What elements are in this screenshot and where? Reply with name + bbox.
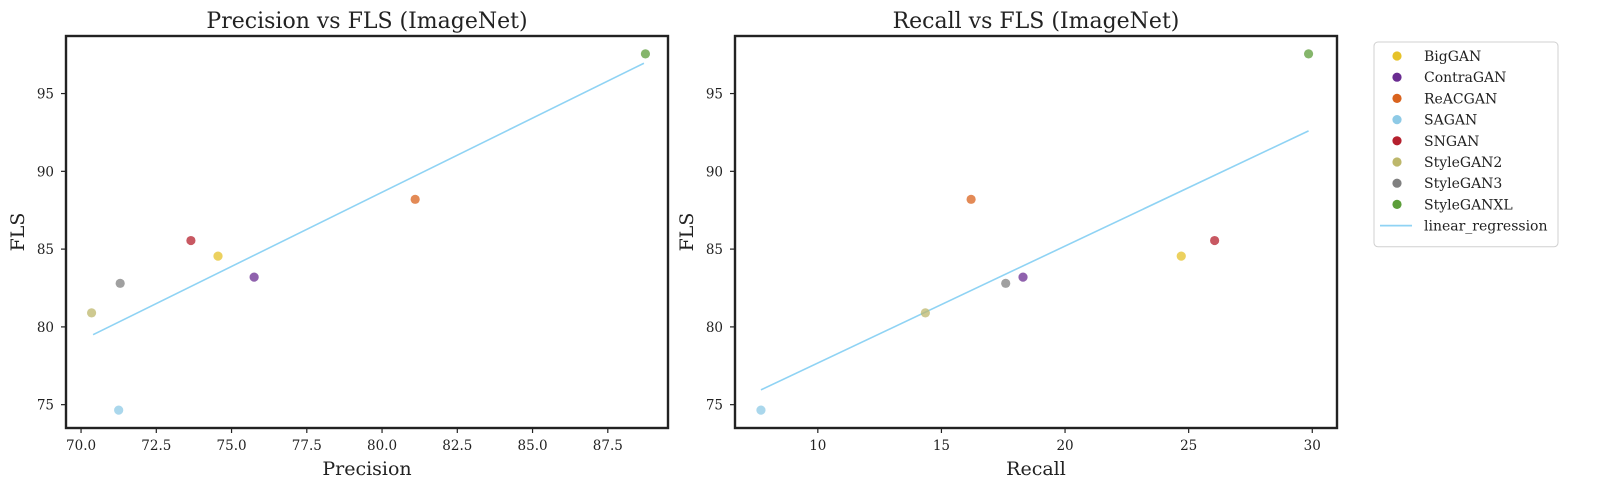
x-tick-label: 82.5 [442,438,472,454]
y-tick-label: 95 [706,87,723,103]
point-sngan [186,235,196,246]
legend-label-biggan: BigGAN [1424,49,1481,65]
legend: BigGAN ContraGAN ReACGAN SAGAN SNGAN StyleGAN… [1373,41,1559,248]
x-tick-label: 72.5 [141,438,171,454]
y-tick-label: 85 [37,242,54,258]
x-tick-label: 87.5 [593,438,623,454]
point-contragan [1018,272,1028,282]
legend-label-stylegan2: StyleGAN2 [1424,155,1502,171]
legend-marker-contragan [1392,72,1402,82]
legend-label-reacgan: ReACGAN [1424,91,1497,107]
point-reacgan [410,194,420,204]
axes-frame [733,34,1339,430]
x-axis-label: Recall [1006,458,1066,480]
legend-marker-stylegan2 [1392,157,1402,167]
x-tick-label: 20 [1056,438,1073,454]
x-tick-label: 25 [1180,438,1197,454]
point-styleganxl [1303,49,1314,59]
precision-vs-fls-plot: Precision vs FLS (ImageNet) 70.0 72.5 75.0 7… [7,9,670,480]
chart-title: Recall vs FLS (ImageNet) [893,9,1180,34]
x-tick-label: 75.0 [217,438,247,454]
y-tick-label: 85 [706,242,723,258]
point-contragan [249,272,259,282]
legend-marker-reacgan [1392,93,1402,103]
x-tick-label: 85.0 [518,438,548,454]
x-tick-label: 80.0 [367,438,397,454]
point-stylegan3 [1001,278,1011,288]
point-stylegan3 [115,278,125,288]
legend-box [1373,41,1559,248]
y-tick-label: 90 [37,164,54,180]
recall-vs-fls-plot: Recall vs FLS (ImageNet) 10 15 20 25 30 75 80 85… [676,9,1339,480]
y-tick-label: 90 [706,164,723,180]
y-tick-label: 75 [37,398,54,414]
legend-marker-sagan [1392,115,1402,125]
legend-marker-stylegan3 [1392,178,1402,188]
point-stylegan2 [86,308,97,318]
x-tick-label: 10 [809,438,826,454]
point-biggan [1176,251,1186,261]
y-tick-label: 80 [37,320,54,336]
legend-label-styleganxl: StyleGANXL [1424,197,1513,213]
x-tick-label: 15 [933,438,950,454]
legend-marker-styleganxl [1392,199,1402,209]
point-styleganxl [640,49,651,59]
regression-line [92,62,645,336]
legend-label-linear-regression: linear_regression [1424,219,1548,235]
x-tick-label: 30 [1304,438,1321,454]
x-tick-label: 77.5 [292,438,322,454]
y-tick-label: 75 [706,398,723,414]
point-sagan [114,405,124,415]
x-tick-label: 70.0 [66,438,96,454]
y-tick-label: 95 [37,87,54,103]
y-axis-label: FLS [676,213,698,252]
regression-line [760,130,1309,391]
point-stylegan2 [920,308,930,318]
axes-frame [64,34,670,430]
legend-label-sngan: SNGAN [1424,134,1479,150]
y-axis-label: FLS [7,213,29,252]
chart-title: Precision vs FLS (ImageNet) [206,9,527,34]
legend-marker-biggan [1392,51,1402,61]
x-axis-label: Precision [322,458,411,480]
legend-marker-sngan [1392,136,1402,146]
point-reacgan [966,194,976,204]
legend-label-sagan: SAGAN [1424,113,1477,129]
point-sagan [756,405,766,415]
legend-label-stylegan3: StyleGAN3 [1424,176,1502,192]
point-biggan [213,251,223,261]
point-sngan [1210,235,1220,246]
y-tick-label: 80 [706,320,723,336]
legend-label-contragan: ContraGAN [1424,70,1506,86]
